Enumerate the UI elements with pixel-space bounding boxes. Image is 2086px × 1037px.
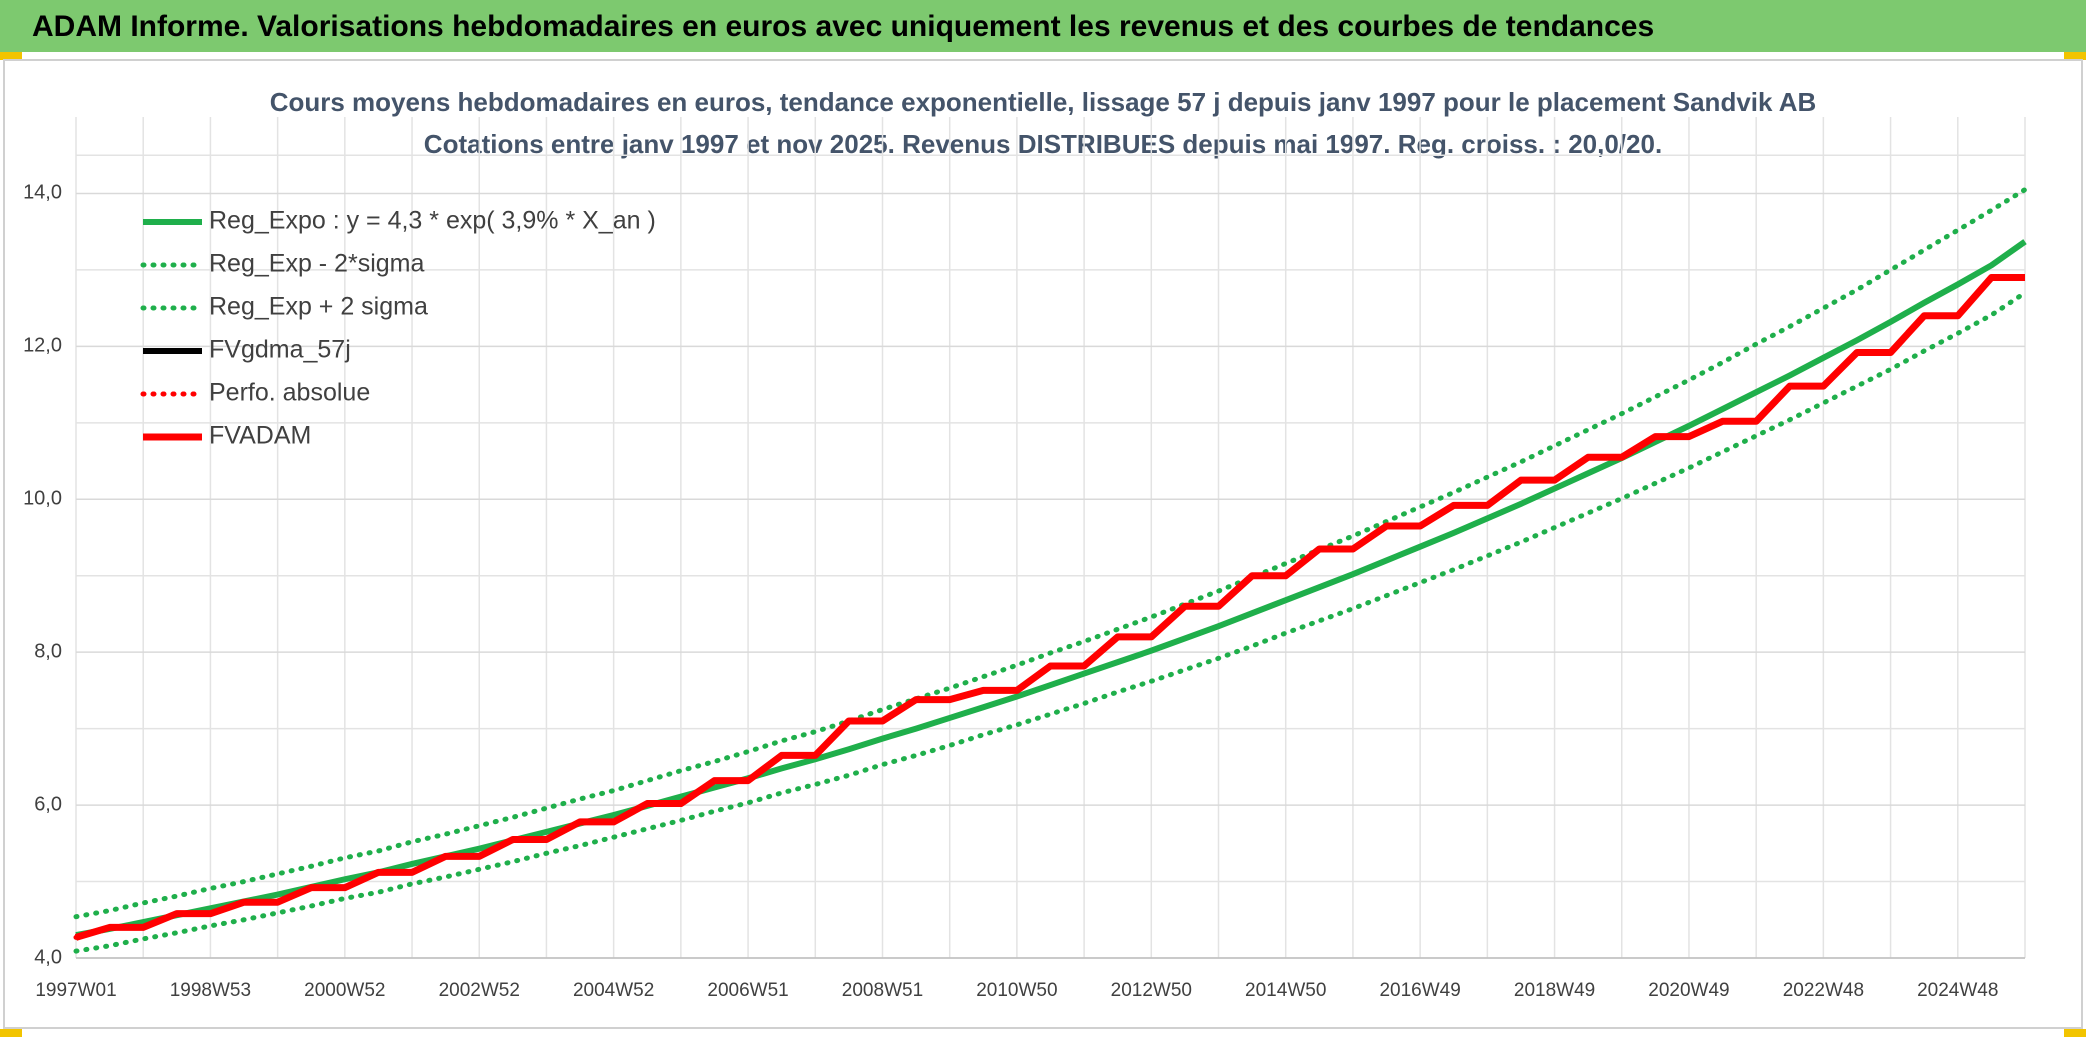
series-line bbox=[75, 274, 2025, 941]
y-tick-label: 6,0 bbox=[34, 793, 62, 815]
x-tick-label: 2004W52 bbox=[573, 980, 654, 1001]
chart-subtitle: Cours moyens hebdomadaires en euros, ten… bbox=[270, 87, 1817, 117]
legend-label: Reg_Exp - 2*sigma bbox=[209, 250, 424, 278]
series-line bbox=[75, 239, 2027, 939]
x-tick-label: 2006W51 bbox=[707, 980, 788, 1001]
corner bbox=[2064, 1029, 2086, 1037]
corner bbox=[2064, 52, 2086, 60]
y-tick-label: 14,0 bbox=[23, 182, 62, 204]
header-title: ADAM Informe. Valorisations hebdomadaire… bbox=[32, 10, 1654, 43]
x-tick-label: 2008W51 bbox=[842, 980, 923, 1001]
x-tick-label: 2002W52 bbox=[439, 980, 520, 1001]
x-tick-label: 2018W49 bbox=[1514, 980, 1595, 1001]
y-tick-label: 12,0 bbox=[23, 335, 62, 357]
corner bbox=[0, 1029, 22, 1037]
x-tick-label: 2022W48 bbox=[1783, 980, 1864, 1001]
x-tick-label: 2020W49 bbox=[1648, 980, 1729, 1001]
corner bbox=[0, 52, 22, 60]
legend-label: Perfo. absolue bbox=[209, 379, 370, 407]
chart-frame bbox=[3, 59, 2083, 1029]
x-tick-label: 2016W49 bbox=[1379, 980, 1460, 1001]
header-bar bbox=[0, 0, 2086, 52]
series-line bbox=[73, 187, 2028, 920]
y-tick-label: 10,0 bbox=[23, 488, 62, 510]
x-tick-label: 2010W50 bbox=[976, 980, 1057, 1001]
x-tick-label: 1998W53 bbox=[170, 980, 251, 1001]
legend-label: Reg_Expo : y = 4,3 * exp( 3,9% * X_an ) bbox=[209, 207, 656, 235]
y-tick-label: 8,0 bbox=[34, 640, 62, 662]
x-tick-label: 2014W50 bbox=[1245, 980, 1326, 1001]
x-tick-label: 2000W52 bbox=[304, 980, 385, 1001]
legend-label: FVADAM bbox=[209, 422, 311, 450]
x-tick-label: 2024W48 bbox=[1917, 980, 1998, 1001]
x-tick-label: 2012W50 bbox=[1111, 980, 1192, 1001]
x-tick-label: 1997W01 bbox=[35, 980, 116, 1001]
chart-subtitle: Cotations entre janv 1997 et nov 2025. R… bbox=[424, 129, 1662, 159]
legend-label: FVgdma_57j bbox=[209, 336, 351, 364]
series-line bbox=[73, 290, 2028, 954]
legend-label: Reg_Exp + 2 sigma bbox=[209, 293, 428, 321]
y-tick-label: 4,0 bbox=[34, 946, 62, 968]
